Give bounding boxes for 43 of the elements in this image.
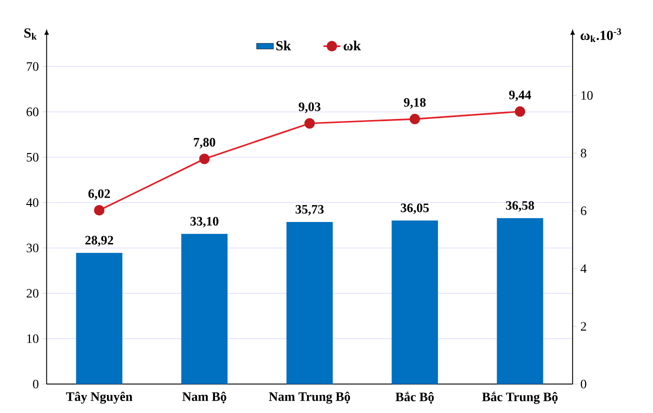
legend-label: ωk (344, 40, 361, 50)
bar (181, 234, 228, 384)
bar (76, 252, 122, 384)
bar (496, 218, 544, 384)
data-label: 9,03 (298, 102, 320, 114)
data-label: 33,10 (190, 216, 218, 228)
data-label: 35,73 (296, 205, 324, 216)
data-label: 7,80 (194, 138, 216, 149)
point (94, 205, 104, 216)
point (199, 154, 210, 164)
point (410, 114, 420, 124)
y2-tick-label: 10 (581, 91, 593, 100)
y2-tick-label: 0 (580, 380, 586, 388)
y-tick-label: 70 (26, 62, 38, 71)
y-tick-label: 30 (26, 244, 38, 252)
x-tick-label: Nam Trung Bộ (268, 392, 350, 404)
y-tick-label: 0 (32, 380, 38, 388)
y2-tick-label: 8 (580, 148, 586, 158)
y2-tick-label: 4 (580, 264, 587, 273)
y-axis-title: S$_{k}$ (24, 28, 37, 40)
x-tick-label: Tây Nguyên (66, 392, 132, 404)
data-label: 28,92 (85, 236, 114, 246)
bar (286, 222, 333, 384)
y2-tick-label: 6 (580, 206, 586, 216)
data-label: 36,05 (400, 204, 429, 214)
y2-tick-label: 2 (580, 322, 586, 331)
y-tick-label: 10 (27, 334, 38, 344)
data-label: 9,44 (509, 90, 532, 102)
x-tick-label: Nam Bộ (182, 392, 226, 404)
legend-label: Sk (276, 40, 291, 50)
bar (392, 220, 438, 384)
y2-axis-title: ω$_{k}$.10$^{-3}$ (580, 28, 622, 42)
y-tick-label: 20 (26, 289, 38, 298)
x-tick-label: Bắc Trung Bộ (482, 392, 558, 404)
y-tick-label: 60 (26, 108, 38, 116)
data-label: 36,58 (506, 201, 534, 212)
y-tick-label: 50 (26, 152, 38, 162)
data-label: 6,02 (88, 189, 110, 200)
x-tick-label: Bắc Bộ (396, 392, 434, 404)
y-tick-label: 40 (26, 198, 38, 208)
data-label: 9,18 (404, 98, 426, 109)
point (304, 118, 315, 129)
point (514, 106, 526, 117)
